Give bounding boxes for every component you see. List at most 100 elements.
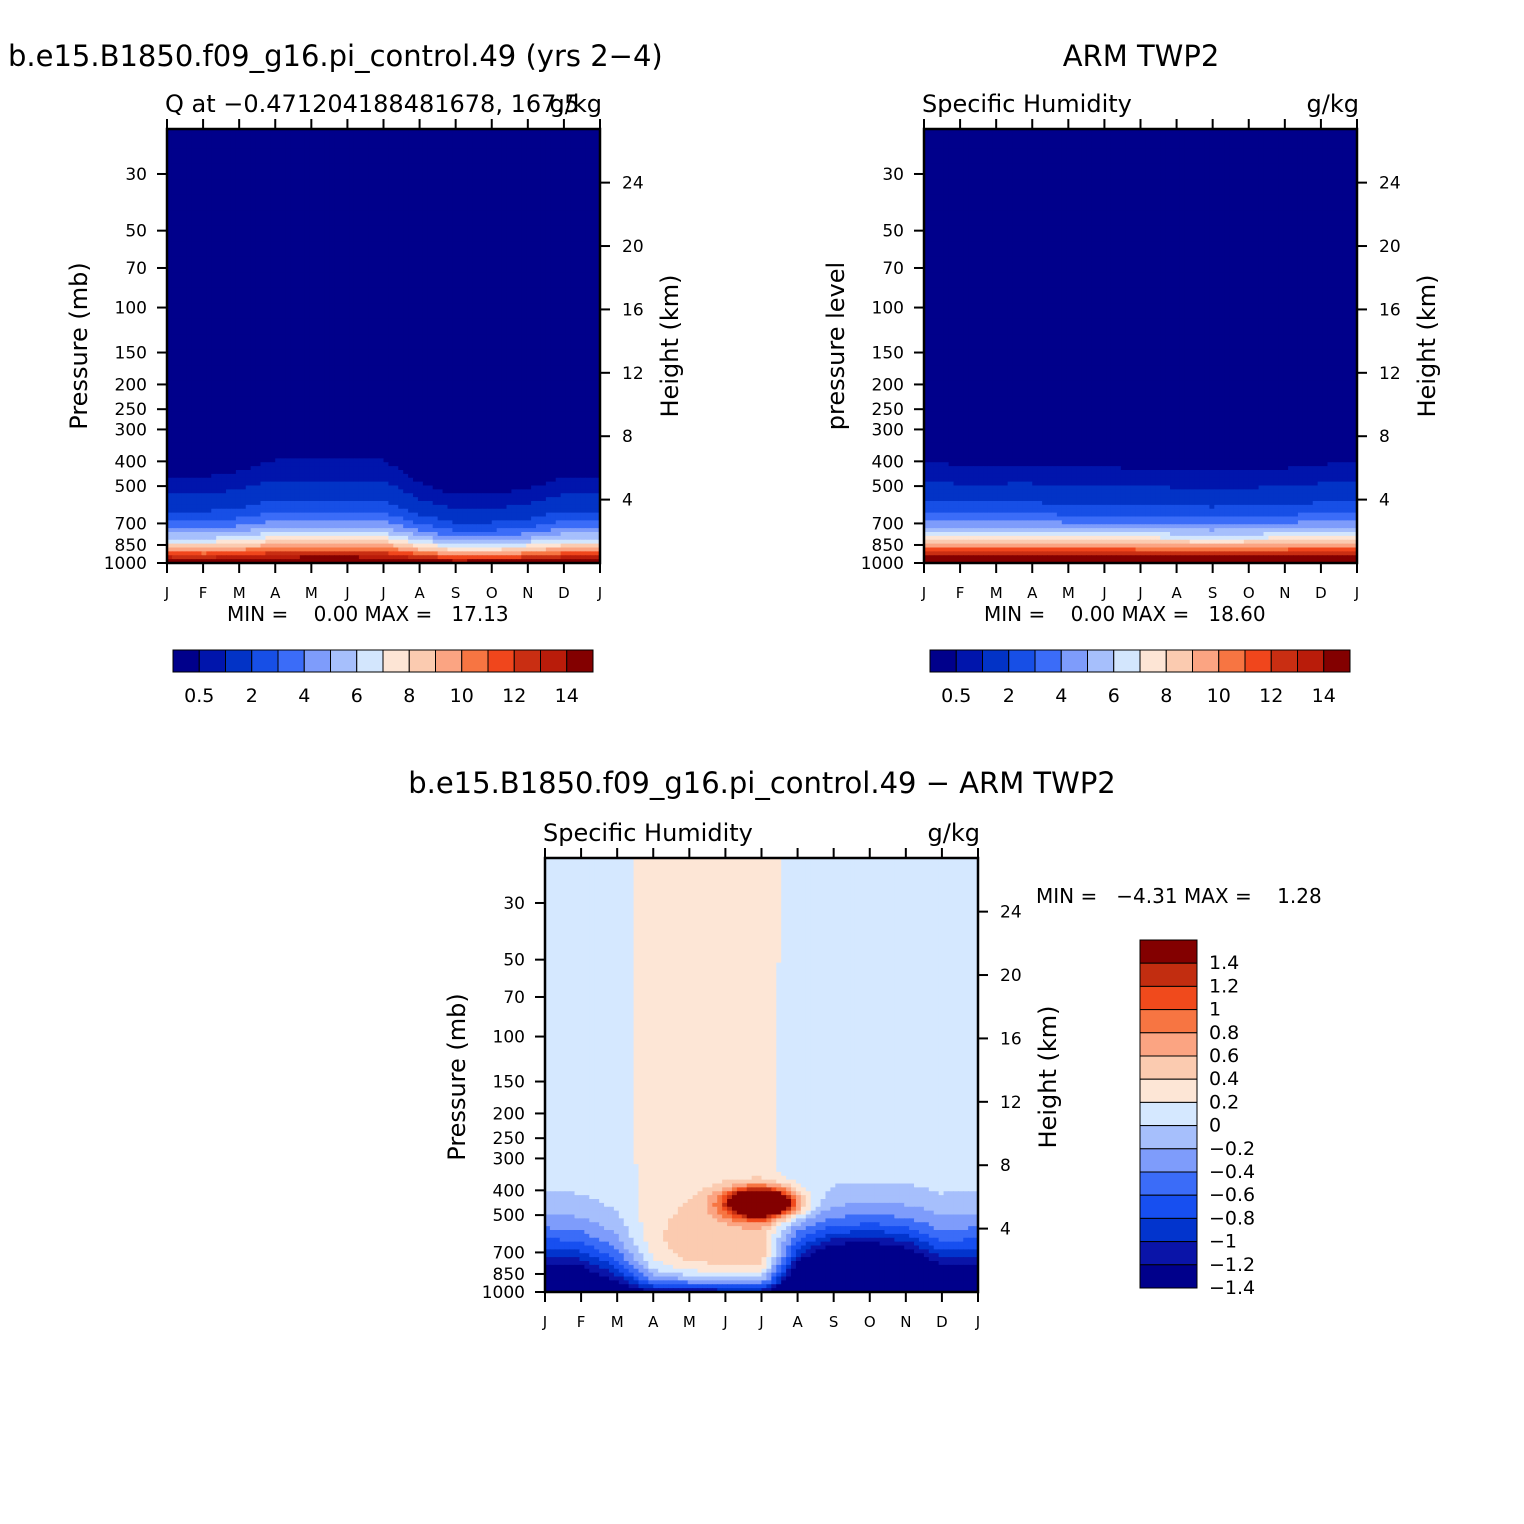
model-cell	[408, 272, 414, 277]
model-cell	[398, 256, 404, 262]
model-cell	[171, 299, 178, 304]
model-cell	[408, 225, 414, 231]
model-cell	[531, 194, 537, 200]
model-cell	[265, 132, 271, 138]
model-cell	[491, 229, 498, 235]
model-cell	[167, 175, 173, 180]
model-cell	[339, 291, 345, 297]
model-cell	[216, 280, 222, 285]
model-cell	[432, 299, 439, 304]
model-cell	[496, 187, 503, 192]
model-cell	[245, 338, 252, 343]
model-cell	[226, 210, 232, 215]
model-cell	[521, 191, 527, 196]
model-cell	[324, 179, 330, 184]
model-cell	[486, 307, 493, 312]
model-cell	[240, 237, 247, 242]
model-cell	[299, 198, 306, 204]
model-cell	[171, 148, 178, 153]
model-cell	[398, 249, 404, 254]
model-cell	[511, 214, 517, 219]
model-cell	[580, 284, 586, 289]
model-cell	[368, 148, 375, 153]
model-cell	[285, 218, 291, 223]
model-cell	[255, 144, 262, 149]
model-cell	[511, 256, 517, 262]
model-cell	[171, 222, 178, 227]
model-cell	[555, 202, 562, 208]
model-cell	[171, 152, 178, 157]
model-cell	[595, 136, 600, 142]
model-cell	[201, 132, 207, 138]
model-cell	[230, 291, 237, 297]
model-cell	[565, 144, 572, 149]
model-cell	[319, 315, 326, 320]
model-cell	[353, 295, 360, 301]
model-cell	[457, 307, 463, 312]
model-cell	[319, 253, 326, 258]
model-cell	[285, 163, 291, 169]
model-cell	[226, 256, 232, 262]
model-cell	[285, 326, 291, 332]
model-cell	[506, 249, 513, 254]
model-cell	[181, 245, 188, 250]
model-cell	[221, 183, 227, 188]
model-cell	[186, 280, 193, 285]
model-cell	[486, 276, 493, 281]
model-cell	[496, 307, 503, 312]
model-cell	[393, 299, 399, 304]
model-cell	[511, 179, 517, 184]
model-cell	[447, 264, 453, 270]
model-cell	[339, 346, 345, 351]
model-cell	[314, 187, 321, 192]
model-cell	[319, 334, 326, 339]
model-cell	[486, 334, 493, 339]
model-cell	[290, 256, 296, 262]
model-cell	[373, 276, 380, 281]
model-cell	[491, 222, 498, 227]
model-cell	[580, 315, 586, 320]
model-cell	[290, 303, 296, 308]
model-cell	[491, 144, 498, 149]
model-cell	[221, 167, 227, 173]
model-cell	[270, 346, 276, 351]
model-cell	[590, 284, 596, 289]
model-cell	[476, 253, 483, 258]
model-cell	[230, 175, 237, 180]
model-cell	[565, 272, 572, 277]
model-cell	[201, 152, 207, 157]
model-cell	[285, 132, 291, 138]
model-cell	[329, 326, 335, 332]
model-cell	[447, 163, 453, 169]
model-cell	[457, 253, 463, 258]
model-cell	[353, 311, 360, 316]
model-cell	[540, 222, 547, 227]
model-cell	[526, 284, 532, 289]
model-cell	[422, 198, 429, 204]
model-cell	[442, 187, 449, 192]
model-cell	[442, 272, 449, 277]
model-cell	[368, 249, 375, 254]
model-cell	[196, 233, 203, 239]
model-cell	[167, 260, 173, 266]
model-cell	[580, 342, 586, 347]
model-cell	[486, 129, 493, 134]
model-cell	[536, 241, 542, 246]
model-cell	[393, 183, 399, 188]
model-cell	[275, 318, 281, 324]
model-cell	[270, 295, 276, 301]
model-cell	[452, 191, 458, 196]
model-cell	[176, 132, 183, 138]
model-cell	[221, 210, 227, 215]
model-cell	[427, 241, 434, 246]
model-cell	[290, 140, 296, 146]
model-cell	[285, 287, 291, 293]
model-cell	[550, 183, 557, 188]
model-cell	[363, 167, 370, 173]
model-cell	[260, 222, 267, 227]
model-cell	[506, 175, 513, 180]
model-cell	[353, 272, 360, 277]
model-cell	[186, 295, 193, 301]
model-cell	[329, 295, 335, 301]
model-cell	[211, 241, 217, 246]
